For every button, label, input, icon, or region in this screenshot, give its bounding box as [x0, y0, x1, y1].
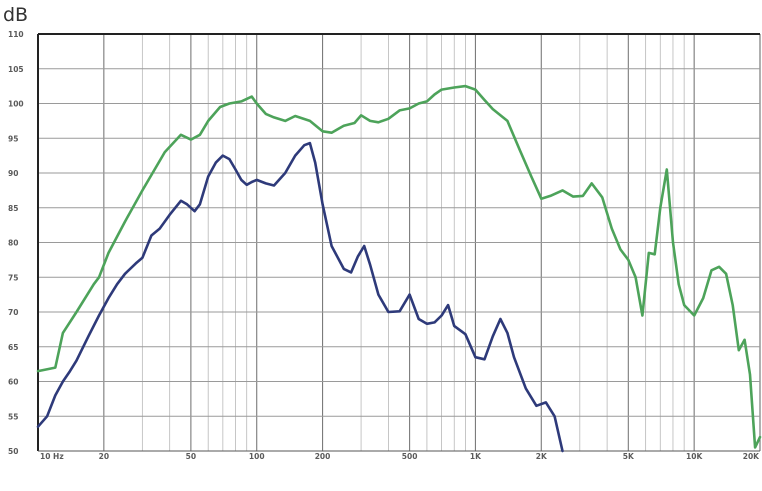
- y-tick-label: 80: [8, 239, 18, 248]
- y-tick-label: 110: [8, 30, 24, 39]
- x-tick-label: 10K: [686, 452, 703, 461]
- y-tick-label: 75: [8, 273, 18, 282]
- x-tick-label: 100: [249, 452, 265, 461]
- x-tick-label: 20K: [743, 452, 760, 461]
- series-line-green: [36, 84, 762, 449]
- y-tick-label: 50: [8, 447, 18, 456]
- y-tick-label: 65: [8, 343, 18, 352]
- x-tick-label: 50: [186, 452, 196, 461]
- y-tick-label: 70: [8, 308, 18, 317]
- x-tick-label: 5K: [623, 452, 635, 461]
- x-tick-label: 200: [315, 452, 331, 461]
- x-tick-label: 1K: [470, 452, 482, 461]
- y-tick-label: 90: [8, 169, 18, 178]
- x-tick-label: 2K: [536, 452, 548, 461]
- x-tick-label: 20: [99, 452, 109, 461]
- y-tick-label: 100: [8, 100, 24, 109]
- y-tick-label: 105: [8, 65, 24, 74]
- x-tick-label: 500: [402, 452, 418, 461]
- x-tick-label: 10 Hz: [40, 452, 64, 461]
- y-tick-label: 95: [8, 134, 18, 143]
- series-line-blue: [36, 141, 564, 453]
- y-tick-label: 60: [8, 378, 18, 387]
- y-axis-unit-label: dB: [3, 4, 29, 26]
- y-tick-label: 55: [8, 412, 18, 421]
- y-tick-label: 85: [8, 204, 18, 213]
